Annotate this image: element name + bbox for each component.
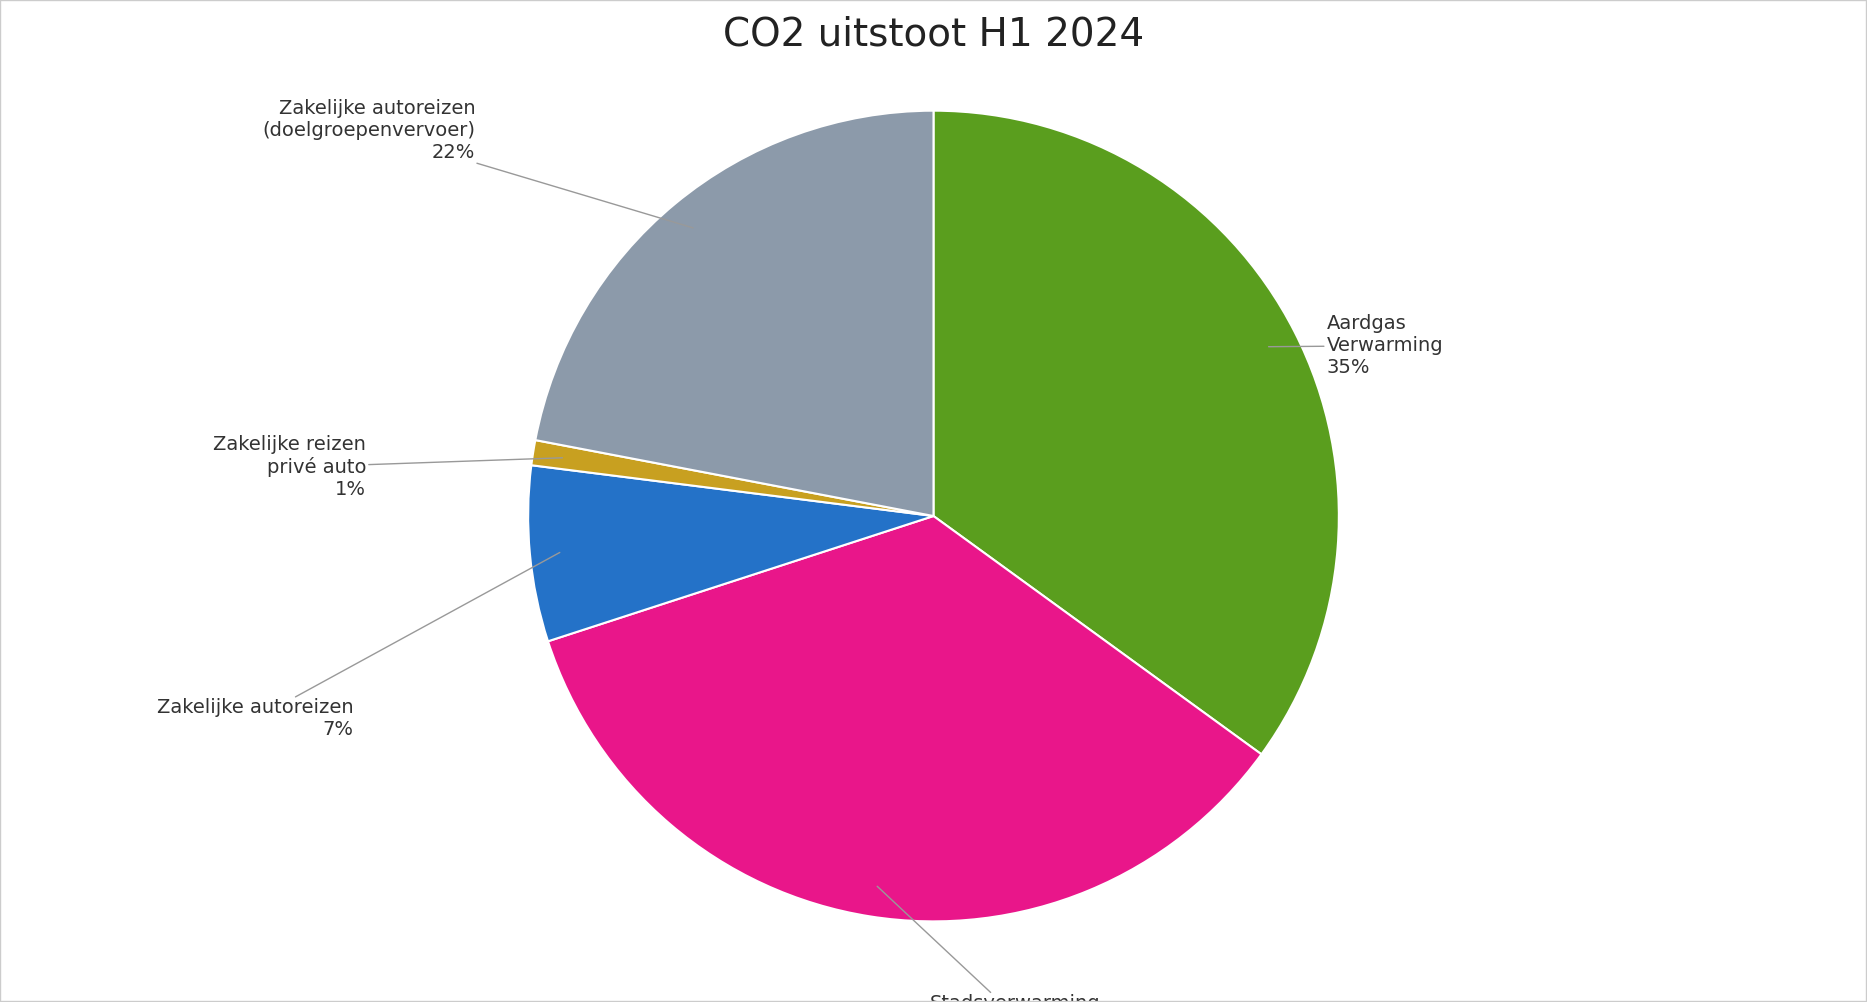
Text: Aardgas
Verwarming
35%: Aardgas Verwarming 35% bbox=[1268, 315, 1443, 378]
Text: Zakelijke reizen
privé auto
1%: Zakelijke reizen privé auto 1% bbox=[213, 435, 562, 499]
Title: CO2 uitstoot H1 2024: CO2 uitstoot H1 2024 bbox=[723, 15, 1144, 53]
Wedge shape bbox=[536, 110, 934, 516]
Wedge shape bbox=[532, 440, 934, 516]
Text: Stadsverwarming
35%: Stadsverwarming 35% bbox=[877, 886, 1100, 1002]
Wedge shape bbox=[528, 465, 934, 641]
Text: Zakelijke autoreizen
7%: Zakelijke autoreizen 7% bbox=[157, 552, 560, 739]
Text: Zakelijke autoreizen
(doelgroepenvervoer)
22%: Zakelijke autoreizen (doelgroepenvervoer… bbox=[263, 99, 693, 227]
Wedge shape bbox=[934, 110, 1339, 755]
Wedge shape bbox=[549, 516, 1262, 922]
